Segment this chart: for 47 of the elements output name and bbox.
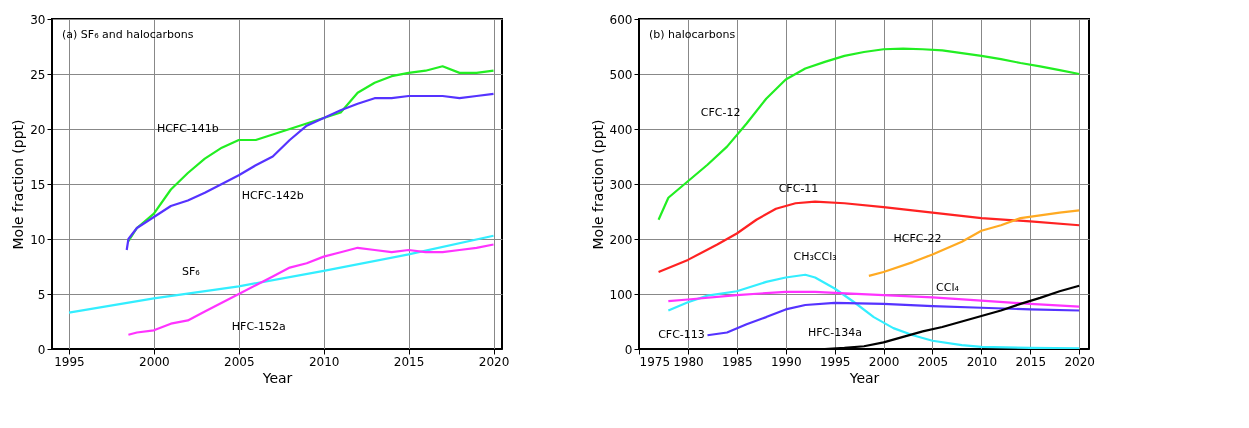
x-tick-label: 2015 bbox=[1015, 354, 1047, 369]
y-tick-label: 400 bbox=[609, 122, 633, 137]
x-tick-label: 2005 bbox=[917, 354, 949, 369]
series-label: CFC-11 bbox=[778, 182, 819, 196]
y-tick-label: 500 bbox=[609, 67, 633, 82]
y-tick-label: 600 bbox=[609, 12, 633, 27]
y-tick-label: 25 bbox=[30, 67, 46, 82]
x-axis-title: Year bbox=[848, 369, 880, 386]
x-tick-label: 1975 bbox=[639, 354, 671, 369]
x-tick-label: 1990 bbox=[770, 354, 802, 369]
y-tick-label: 100 bbox=[609, 287, 633, 302]
series-label: CCl₄ bbox=[936, 281, 960, 295]
y-axis-title: Mole fraction (ppt) bbox=[10, 119, 27, 250]
x-tick-label: 1985 bbox=[722, 354, 753, 369]
x-tick-label: 2000 bbox=[868, 354, 900, 369]
x-tick-label: 1995 bbox=[54, 354, 85, 369]
x-tick-label: 2005 bbox=[224, 354, 255, 369]
series-label: SF₆ bbox=[182, 265, 201, 279]
x-axis-title: Year bbox=[261, 369, 293, 386]
text: (b) halocarbons bbox=[649, 28, 736, 41]
y-tick-label: 200 bbox=[609, 232, 633, 247]
series-label: CFC-12 bbox=[700, 105, 741, 119]
x-tick-label: 2010 bbox=[966, 354, 998, 369]
x-tick-label: 1980 bbox=[673, 354, 704, 369]
x-tick-label: 2020 bbox=[478, 354, 510, 369]
x-tick-label: 1995 bbox=[819, 354, 851, 369]
y-axis-title: Mole fraction (ppt) bbox=[589, 119, 606, 250]
x-tick-label: 2010 bbox=[308, 354, 340, 369]
y-tick-label: 30 bbox=[30, 12, 46, 27]
y-tick-label: 15 bbox=[30, 177, 46, 192]
y-tick-label: 10 bbox=[30, 232, 46, 247]
series-label: HFC-134a bbox=[808, 326, 862, 340]
y-tick-label: 300 bbox=[609, 177, 633, 192]
x-tick-label: 2020 bbox=[1064, 354, 1095, 369]
y-tick-label: 0 bbox=[624, 342, 633, 357]
series-label: CH₃CCl₃ bbox=[793, 249, 837, 263]
y-tick-label: 5 bbox=[37, 287, 46, 302]
series-label: HCFC-142b bbox=[241, 189, 304, 203]
series-label: HFC-152a bbox=[231, 320, 286, 333]
x-tick-label: 2000 bbox=[139, 354, 170, 369]
y-tick-label: 20 bbox=[30, 122, 46, 137]
series-label: HCFC-22 bbox=[893, 232, 942, 246]
series-label: CFC-113 bbox=[658, 328, 705, 342]
y-tick-label: 0 bbox=[37, 342, 46, 357]
x-tick-label: 2015 bbox=[393, 354, 425, 369]
series-label: HCFC-141b bbox=[156, 122, 219, 135]
text: (a) SF₆ and halocarbons bbox=[62, 28, 194, 41]
